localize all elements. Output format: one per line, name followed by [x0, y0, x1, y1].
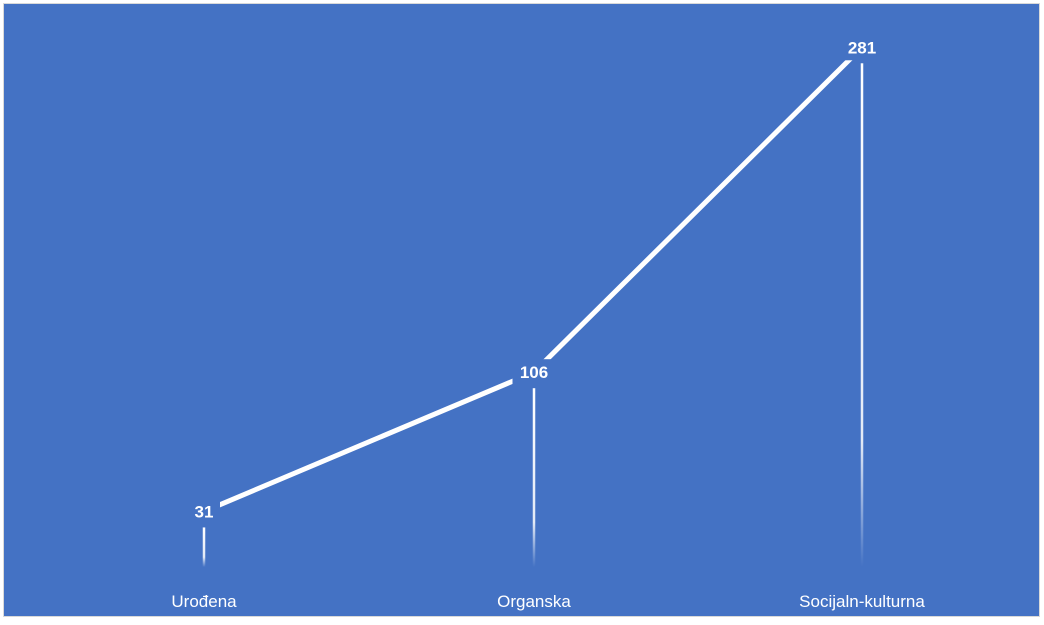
drop-line-2 — [860, 63, 864, 567]
data-labels: 31 106 281 — [188, 34, 884, 525]
data-label-value: 281 — [848, 38, 876, 57]
drop-line-0 — [202, 527, 206, 567]
category-label-1: Organska — [497, 592, 571, 611]
data-label-value: 106 — [520, 363, 548, 382]
category-axis-labels: Urođena Organska Socijaln-kulturna — [171, 592, 925, 611]
data-label-bg — [188, 498, 220, 525]
data-label-bg — [840, 34, 884, 61]
chart-area: 31 106 281 Urođena Organska Socijaln-kulturn… — [3, 3, 1040, 617]
category-label-2: Socijaln-kulturna — [799, 592, 925, 611]
line-chart: 31 106 281 Urođena Organska Socijaln-kulturn… — [171, 34, 925, 611]
data-label-1: 106 — [512, 359, 556, 386]
data-label-0: 31 — [188, 498, 220, 525]
category-label-0: Urođena — [171, 592, 237, 611]
data-label-bg — [512, 359, 556, 386]
drop-lines — [202, 63, 864, 567]
data-label-2: 281 — [840, 34, 884, 61]
data-label-value: 31 — [195, 502, 214, 521]
drop-line-1 — [532, 388, 536, 567]
